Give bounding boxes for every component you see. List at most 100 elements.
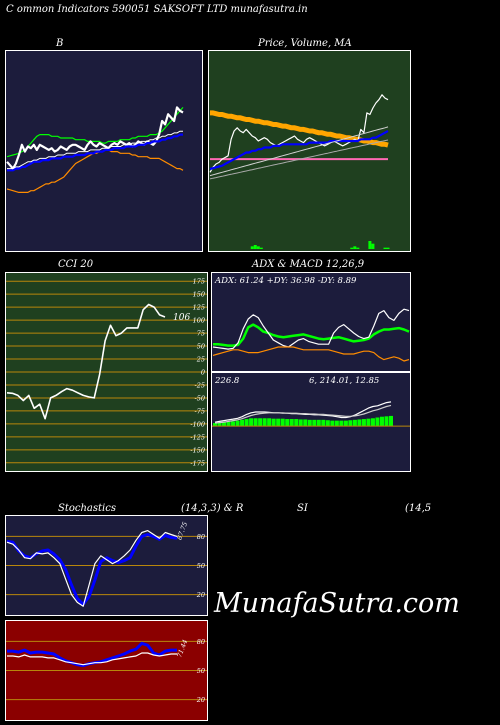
bollinger-series-2 <box>6 106 184 170</box>
volume-bar <box>356 247 360 249</box>
volume-bar <box>350 247 354 249</box>
macd-histogram-bar <box>384 416 389 427</box>
macd-histogram-bar <box>389 415 393 427</box>
si-tick-label: 50 <box>197 667 205 675</box>
cci-tick-label: -150 <box>190 446 205 454</box>
macd-histogram-bar <box>285 419 290 427</box>
watermark: MunafaSutra.com <box>214 588 460 619</box>
macd-histogram-bar <box>357 419 362 427</box>
cci-tick-label: 50 <box>197 343 205 351</box>
cci-tick-label: 150 <box>193 291 205 299</box>
macd-right-label: 6, 214.01, 12.85 <box>309 376 379 386</box>
bollinger-series-4 <box>7 130 183 170</box>
macd-histogram-bar <box>253 418 258 427</box>
macd-chart: 226.8 6, 214.01, 12.85 <box>211 372 411 472</box>
macd-histogram-bar <box>379 416 384 427</box>
chart-title-price: Price, Volume, MA <box>258 38 352 49</box>
cci-tick-label: -125 <box>190 433 205 441</box>
volume-bar <box>371 243 375 249</box>
macd-histogram-bar <box>321 419 326 427</box>
macd-histogram-bar <box>244 419 249 427</box>
macd-histogram-bar <box>352 419 357 427</box>
chart-title-bollinger: B <box>56 38 64 49</box>
stochastics-tick-label: 80 <box>197 533 205 541</box>
macd-histogram-bar <box>361 419 366 427</box>
stochastics-series-1 <box>6 530 178 607</box>
price-series-3 <box>209 130 389 171</box>
cci-last-value: 106 <box>173 313 190 323</box>
macd-histogram-bar <box>267 418 272 427</box>
cci-tick-label: 175 <box>193 278 205 286</box>
volume-bar <box>259 247 263 249</box>
macd-histogram-bar <box>258 418 263 427</box>
macd-histogram-bar <box>240 419 245 427</box>
macd-histogram-bar <box>370 418 375 427</box>
volume-bar <box>386 247 390 249</box>
price-series-5 <box>209 139 389 180</box>
cci-tick-label: -25 <box>195 381 205 389</box>
volume-bar <box>250 246 254 249</box>
adx-series-2 <box>212 346 410 362</box>
macd-histogram-bar <box>330 420 335 427</box>
macd-histogram-bar <box>280 418 285 427</box>
cci-tick-label: -75 <box>195 407 205 415</box>
macd-series-0 <box>214 401 392 423</box>
adx-series-0 <box>213 323 410 347</box>
price-chart <box>208 50 411 252</box>
cci-tick-label: 25 <box>196 356 205 364</box>
stochastics-tick-label: 20 <box>196 591 205 599</box>
si-tick-label: 20 <box>196 696 205 704</box>
macd-histogram-bar <box>316 419 321 427</box>
cci-tick-label: 125 <box>193 304 205 312</box>
volume-bar <box>383 247 387 249</box>
macd-histogram-bar <box>262 418 267 427</box>
macd-histogram-bar <box>294 419 299 427</box>
macd-histogram-bar <box>231 421 236 427</box>
si-params: (14,5 <box>405 503 432 514</box>
si-tick-label: 80 <box>197 638 205 646</box>
macd-histogram-bar <box>249 418 254 427</box>
page-title: C ommon Indicators 590051 SAKSOFT LTD mu… <box>6 4 308 15</box>
macd-histogram-bar <box>307 419 312 427</box>
macd-histogram-bar <box>213 422 217 427</box>
macd-histogram-bar <box>343 420 348 427</box>
cci-tick-label: 100 <box>193 317 205 325</box>
macd-histogram-bar <box>303 419 308 427</box>
macd-histogram-bar <box>298 419 303 427</box>
adx-chart: ADX: 61.24 +DY: 36.98 -DY: 8.89 <box>211 272 411 372</box>
macd-histogram-bar <box>325 420 330 427</box>
cci-tick-label: -50 <box>195 394 205 402</box>
stochastics-tick-label: 50 <box>197 562 205 570</box>
chart-title-si: SI <box>297 503 308 514</box>
price-series-4 <box>209 126 389 177</box>
cci-chart: 175 150 125 100 75 50 25 0 -25 -50 -75 -100 -125 -150… <box>5 272 208 472</box>
volume-bar <box>253 245 257 249</box>
si-series-1 <box>7 652 177 666</box>
stochastics-params: (14,3,3) & R <box>181 503 244 514</box>
chart-title-stochastics: Stochastics <box>58 503 116 514</box>
price-series-2 <box>209 94 389 173</box>
volume-bar <box>368 241 372 249</box>
macd-left-label: 226.8 <box>214 376 240 386</box>
price-frame <box>208 50 411 252</box>
volume-bar <box>353 246 357 249</box>
macd-histogram-bar <box>312 419 317 427</box>
adx-series-1 <box>212 308 410 350</box>
bollinger-series-3 <box>7 133 183 172</box>
chart-title-cci: CCI 20 <box>58 259 94 270</box>
macd-histogram-bar <box>375 417 380 427</box>
bollinger-chart <box>5 50 203 252</box>
macd-histogram-bar <box>271 418 276 427</box>
macd-histogram-bar <box>348 420 353 427</box>
chart-title-adx: ADX & MACD 12,26,9 <box>252 259 365 270</box>
macd-histogram-bar <box>289 419 294 427</box>
macd-histogram-bar <box>235 420 240 427</box>
cci-tick-label: -100 <box>190 420 205 428</box>
adx-value-label: ADX: 61.24 +DY: 36.98 -DY: 8.89 <box>214 276 357 286</box>
macd-histogram-bar <box>276 418 281 427</box>
cci-tick-label: 0 <box>201 369 205 377</box>
macd-series-1 <box>214 404 392 424</box>
adx-frame <box>211 272 411 372</box>
